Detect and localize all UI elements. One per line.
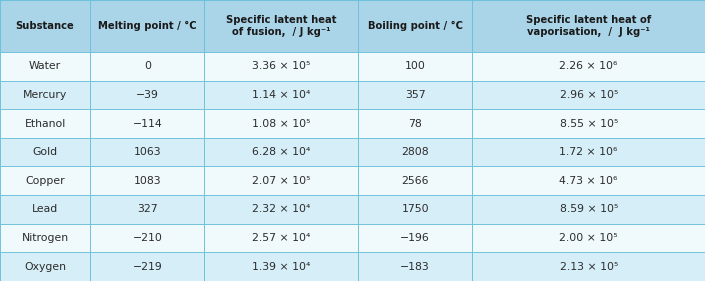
Text: 1.08 × 10⁵: 1.08 × 10⁵ (252, 119, 310, 128)
Bar (472, 224, 705, 252)
Bar (90, 195, 204, 224)
Text: Ethanol: Ethanol (25, 119, 66, 128)
Bar (90, 81, 204, 109)
Text: 1083: 1083 (133, 176, 161, 186)
Text: 2808: 2808 (401, 147, 429, 157)
Text: −219: −219 (133, 262, 162, 272)
Bar (358, 195, 472, 224)
Bar (204, 195, 358, 224)
Text: 2.13 × 10⁵: 2.13 × 10⁵ (560, 262, 618, 272)
Bar (358, 109, 472, 138)
Text: Melting point / °C: Melting point / °C (98, 21, 197, 31)
Text: Oxygen: Oxygen (24, 262, 66, 272)
Bar (0, 109, 90, 138)
Text: 100: 100 (405, 61, 426, 71)
Text: 4.73 × 10⁶: 4.73 × 10⁶ (560, 176, 618, 186)
Bar (204, 224, 358, 252)
Bar (358, 224, 472, 252)
Text: 78: 78 (408, 119, 422, 128)
Text: 1.39 × 10⁴: 1.39 × 10⁴ (252, 262, 310, 272)
Bar (0, 52, 90, 81)
Bar (358, 52, 472, 81)
Text: Water: Water (29, 61, 61, 71)
Bar (0, 224, 90, 252)
Bar (358, 0, 472, 52)
Text: −196: −196 (400, 233, 430, 243)
Text: 1750: 1750 (401, 205, 429, 214)
Bar (472, 138, 705, 166)
Bar (472, 166, 705, 195)
Text: Lead: Lead (32, 205, 59, 214)
Bar (358, 81, 472, 109)
Text: 6.28 × 10⁴: 6.28 × 10⁴ (252, 147, 310, 157)
Bar (472, 0, 705, 52)
Bar (0, 166, 90, 195)
Text: 3.36 × 10⁵: 3.36 × 10⁵ (252, 61, 310, 71)
Text: 357: 357 (405, 90, 426, 100)
Bar (472, 252, 705, 281)
Bar (90, 166, 204, 195)
Bar (204, 0, 358, 52)
Text: 1.72 × 10⁶: 1.72 × 10⁶ (560, 147, 618, 157)
Text: −39: −39 (136, 90, 159, 100)
Text: 8.55 × 10⁵: 8.55 × 10⁵ (560, 119, 618, 128)
Text: −210: −210 (133, 233, 162, 243)
Bar (472, 195, 705, 224)
Bar (90, 0, 204, 52)
Bar (204, 252, 358, 281)
Text: Mercury: Mercury (23, 90, 67, 100)
Text: Copper: Copper (25, 176, 65, 186)
Text: Nitrogen: Nitrogen (22, 233, 68, 243)
Bar (90, 252, 204, 281)
Bar (90, 224, 204, 252)
Bar (358, 138, 472, 166)
Text: 2.32 × 10⁴: 2.32 × 10⁴ (252, 205, 310, 214)
Text: Substance: Substance (16, 21, 75, 31)
Bar (90, 109, 204, 138)
Text: 2.26 × 10⁶: 2.26 × 10⁶ (560, 61, 618, 71)
Bar (0, 81, 90, 109)
Text: 8.59 × 10⁵: 8.59 × 10⁵ (560, 205, 618, 214)
Bar (358, 166, 472, 195)
Bar (204, 166, 358, 195)
Text: 2.07 × 10⁵: 2.07 × 10⁵ (252, 176, 310, 186)
Text: −183: −183 (400, 262, 430, 272)
Text: Specific latent heat of
vaporisation,  /  J kg⁻¹: Specific latent heat of vaporisation, / … (526, 15, 651, 37)
Bar (472, 109, 705, 138)
Bar (204, 109, 358, 138)
Text: 2566: 2566 (401, 176, 429, 186)
Text: −114: −114 (133, 119, 162, 128)
Bar (472, 81, 705, 109)
Bar (0, 195, 90, 224)
Text: 2.96 × 10⁵: 2.96 × 10⁵ (560, 90, 618, 100)
Text: 2.57 × 10⁴: 2.57 × 10⁴ (252, 233, 310, 243)
Text: Boiling point / °C: Boiling point / °C (368, 21, 462, 31)
Bar (204, 52, 358, 81)
Bar (90, 138, 204, 166)
Bar (358, 252, 472, 281)
Text: 1.14 × 10⁴: 1.14 × 10⁴ (252, 90, 310, 100)
Bar (204, 138, 358, 166)
Text: 0: 0 (144, 61, 151, 71)
Text: Gold: Gold (32, 147, 58, 157)
Text: 327: 327 (137, 205, 158, 214)
Bar (0, 252, 90, 281)
Bar (0, 138, 90, 166)
Text: Specific latent heat
of fusion,  / J kg⁻¹: Specific latent heat of fusion, / J kg⁻¹ (226, 15, 336, 37)
Text: 1063: 1063 (133, 147, 161, 157)
Bar (0, 0, 90, 52)
Text: 2.00 × 10⁵: 2.00 × 10⁵ (560, 233, 618, 243)
Bar (204, 81, 358, 109)
Bar (90, 52, 204, 81)
Bar (472, 52, 705, 81)
